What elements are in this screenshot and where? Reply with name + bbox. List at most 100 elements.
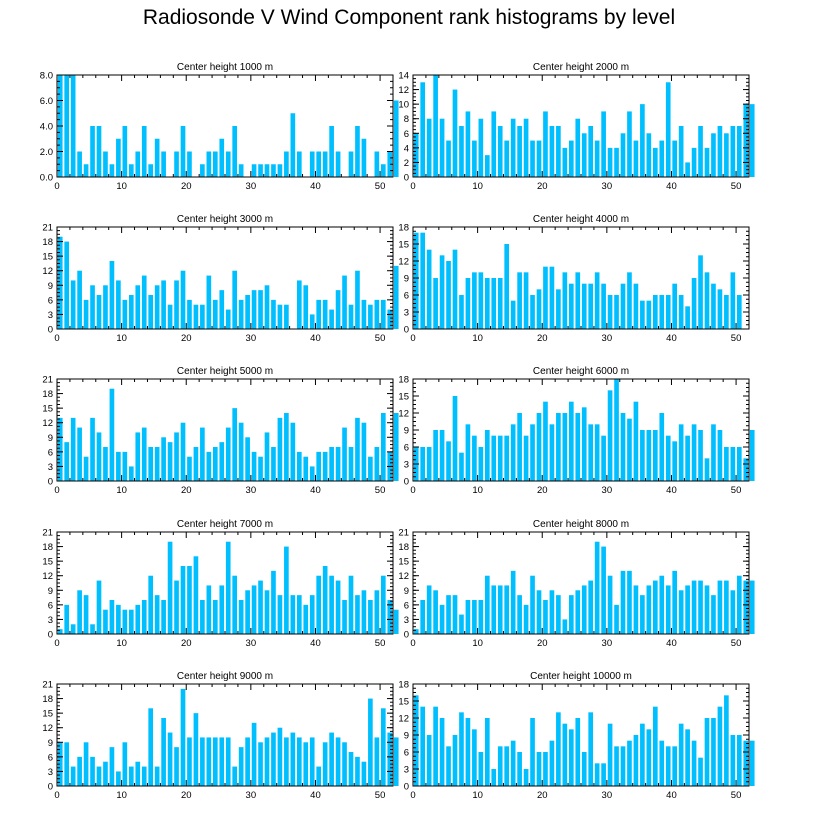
- bar: [452, 249, 458, 329]
- bar: [646, 133, 652, 177]
- bar: [64, 75, 70, 177]
- bar: [245, 437, 250, 481]
- x-tick-label: 20: [181, 181, 192, 192]
- bar: [193, 556, 199, 634]
- panel-1: Center height 1000 m 0 10 20 30 40 50 0.0 2.0 4.0…: [40, 62, 399, 192]
- bar: [724, 133, 729, 177]
- bar: [116, 138, 121, 177]
- bar: [238, 422, 244, 481]
- y-tick-label: 15: [42, 252, 53, 263]
- bar: [322, 299, 328, 329]
- bar: [601, 111, 606, 177]
- bar: [290, 422, 296, 481]
- bar: [698, 126, 703, 177]
- bar: [148, 575, 154, 634]
- bar: [736, 575, 742, 634]
- bar: [601, 546, 606, 634]
- y-tick-label: 0: [404, 782, 409, 793]
- bar: [491, 278, 497, 329]
- bar: [348, 752, 354, 786]
- bar: [148, 295, 154, 329]
- bar: [581, 752, 587, 786]
- y-tick-label: 4: [404, 143, 409, 154]
- y-tick-label: 18: [398, 375, 409, 386]
- bar: [743, 458, 749, 481]
- y-tick-label: 6: [404, 600, 409, 611]
- bar: [116, 451, 121, 481]
- y-tick-label: 18: [398, 542, 409, 553]
- bar: [161, 718, 166, 786]
- bar: [303, 604, 309, 634]
- bar: [497, 435, 503, 481]
- bar: [277, 304, 283, 329]
- bar: [387, 309, 393, 329]
- bar: [238, 600, 244, 634]
- bar: [83, 742, 89, 786]
- bar: [562, 147, 568, 177]
- bar: [90, 624, 95, 634]
- bar: [225, 737, 231, 786]
- bar: [736, 295, 742, 329]
- bar: [135, 285, 141, 329]
- bar: [141, 766, 147, 786]
- bar: [264, 590, 270, 634]
- bar: [296, 151, 302, 177]
- x-tick-label: 0: [54, 485, 59, 496]
- bar: [743, 104, 749, 177]
- bar: [510, 300, 516, 329]
- bar: [174, 432, 179, 481]
- bar: [704, 147, 710, 177]
- bar: [309, 151, 315, 177]
- y-tick-label: 15: [398, 392, 409, 403]
- x-tick-label: 0: [410, 485, 415, 496]
- bar: [70, 417, 76, 481]
- bar: [504, 244, 510, 329]
- bar: [180, 688, 186, 786]
- y-tick-label: 6: [48, 600, 53, 611]
- bar: [439, 718, 445, 786]
- bar: [251, 290, 257, 329]
- bar: [271, 164, 276, 177]
- bar: [296, 737, 302, 786]
- bar: [459, 295, 464, 329]
- bar: [640, 723, 645, 786]
- bar: [627, 111, 632, 177]
- bar: [128, 295, 134, 329]
- bar: [491, 769, 497, 786]
- bar: [116, 771, 121, 786]
- bar: [342, 742, 347, 786]
- bar: [161, 280, 166, 329]
- y-tick-label: 15: [42, 557, 53, 568]
- bar: [141, 427, 147, 481]
- bar: [70, 75, 76, 177]
- y-tick-label: 18: [42, 389, 53, 400]
- y-tick-label: 15: [42, 404, 53, 415]
- y-tick-label: 18: [398, 223, 409, 234]
- bar: [212, 299, 218, 329]
- bar: [187, 151, 192, 177]
- x-tick-label: 10: [472, 181, 483, 192]
- bar: [187, 456, 192, 481]
- bar: [167, 304, 173, 329]
- bar: [510, 740, 516, 786]
- bar: [77, 756, 82, 786]
- bar: [393, 100, 399, 177]
- y-tick-label: 12: [42, 266, 53, 277]
- bar: [717, 580, 723, 634]
- x-tick-label: 40: [310, 790, 321, 801]
- bar: [562, 413, 568, 481]
- y-tick-label: 8: [404, 114, 409, 125]
- x-tick-label: 20: [537, 333, 548, 344]
- panel-title: Center height 6000 m: [533, 366, 629, 377]
- bar: [303, 456, 309, 481]
- bar: [607, 390, 613, 481]
- bar: [64, 742, 70, 786]
- bar: [530, 140, 535, 177]
- bar: [212, 600, 218, 634]
- bar: [523, 272, 529, 329]
- panel-title: Center height 9000 m: [177, 671, 273, 682]
- y-tick-label: 6: [404, 291, 409, 302]
- y-tick-label: 18: [42, 694, 53, 705]
- bar: [614, 379, 619, 481]
- bar: [122, 451, 128, 481]
